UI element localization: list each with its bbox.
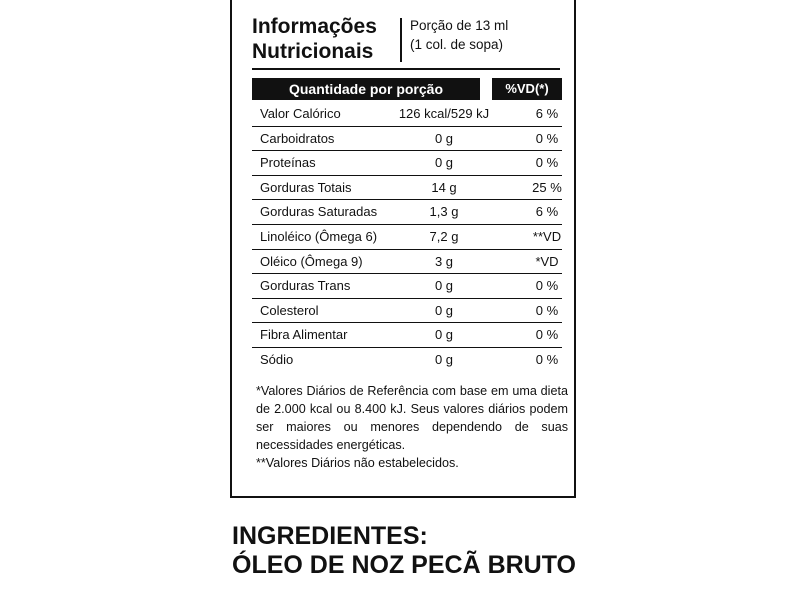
header-vd: %VD(*): [492, 78, 562, 100]
nutrient-value: 0 g: [434, 155, 454, 171]
footnote-reference: *Valores Diários de Referência com base …: [256, 384, 568, 452]
label-title: Informações Nutricionais: [252, 14, 377, 64]
nutrient-value: 3 g: [434, 253, 454, 269]
nutrient-name: Valor Calórico: [260, 106, 341, 121]
footnote-not-established: **Valores Diários não estabelecidos.: [256, 456, 459, 470]
nutrient-row: Valor Calórico 126 kcal/529 kJ 6 %: [252, 102, 562, 127]
nutrient-name: Oléico (Ômega 9): [260, 253, 363, 269]
nutrient-value: 7,2 g: [429, 228, 459, 244]
title-line-1: Informações: [252, 15, 377, 38]
nutrient-table: Valor Calórico 126 kcal/529 kJ 6 % Carboidr…: [252, 102, 562, 372]
title-separator: [400, 18, 402, 62]
nutrient-vd: 0 %: [535, 155, 559, 171]
nutrient-name: Colesterol: [260, 302, 319, 318]
nutrient-vd: 0 %: [535, 278, 559, 294]
nutrient-row: Oléico (Ômega 9) 3 g *VD: [252, 250, 562, 275]
nutrient-row: Gorduras Totais 14 g 25 %: [252, 176, 562, 201]
nutrient-row: Gorduras Trans 0 g 0 %: [252, 274, 562, 299]
nutrient-name: Proteínas: [260, 155, 316, 171]
nutrient-value: 0 g: [434, 351, 454, 367]
ingredients-heading: INGREDIENTES:: [232, 522, 428, 550]
nutrient-vd: 0 %: [535, 327, 559, 343]
nutrient-name: Gorduras Trans: [260, 278, 351, 294]
portion-size: Porção de 13 ml: [410, 18, 509, 33]
portion-info: Porção de 13 ml (1 col. de sopa): [410, 16, 508, 54]
nutrient-vd: 0 %: [535, 302, 559, 318]
nutrient-row: Sódio 0 g 0 %: [252, 348, 562, 372]
nutrient-name: Fibra Alimentar: [260, 327, 348, 343]
nutrient-name: Sódio: [260, 351, 294, 367]
nutrient-name: Linoléico (Ômega 6): [260, 228, 378, 244]
nutrient-name: Carboidratos: [260, 130, 335, 146]
nutrient-name: Gorduras Saturadas: [260, 204, 378, 220]
nutrient-vd: *VD: [535, 253, 559, 269]
nutrient-value: 0 g: [434, 327, 454, 343]
divider: [252, 68, 560, 70]
nutrient-vd: 6 %: [535, 204, 559, 220]
portion-measure: (1 col. de sopa): [410, 37, 504, 52]
nutrition-facts-label: Informações Nutricionais Porção de 13 ml…: [230, 0, 576, 498]
title-line-2: Nutricionais: [252, 40, 374, 63]
header-quantity: Quantidade por porção: [252, 78, 480, 100]
nutrient-value: 0 g: [434, 302, 454, 318]
nutrient-row: Gorduras Saturadas 1,3 g 6 %: [252, 200, 562, 225]
nutrient-value: 14 g: [431, 179, 457, 195]
nutrient-vd: 25 %: [532, 179, 562, 195]
nutrient-row: Carboidratos 0 g 0 %: [252, 127, 562, 152]
nutrient-name: Gorduras Totais: [260, 179, 352, 195]
footnotes: *Valores Diários de Referência com base …: [256, 382, 568, 472]
nutrient-vd: 0 %: [535, 130, 559, 146]
nutrient-vd: 6 %: [535, 106, 559, 121]
nutrient-vd: 0 %: [535, 351, 559, 367]
ingredients: INGREDIENTES: ÓLEO DE NOZ PECÃ BRUTO: [232, 522, 576, 580]
nutrient-row: Linoléico (Ômega 6) 7,2 g **VD: [252, 225, 562, 250]
nutrient-vd: **VD: [532, 228, 562, 244]
nutrient-value: 0 g: [434, 278, 454, 294]
nutrient-row: Colesterol 0 g 0 %: [252, 299, 562, 324]
ingredients-text: ÓLEO DE NOZ PECÃ BRUTO: [232, 551, 577, 579]
nutrient-value: 0 g: [434, 130, 454, 146]
nutrient-value: 126 kcal/529 kJ: [398, 106, 490, 121]
nutrient-row: Fibra Alimentar 0 g 0 %: [252, 323, 562, 348]
nutrient-row: Proteínas 0 g 0 %: [252, 151, 562, 176]
nutrient-value: 1,3 g: [429, 204, 459, 220]
